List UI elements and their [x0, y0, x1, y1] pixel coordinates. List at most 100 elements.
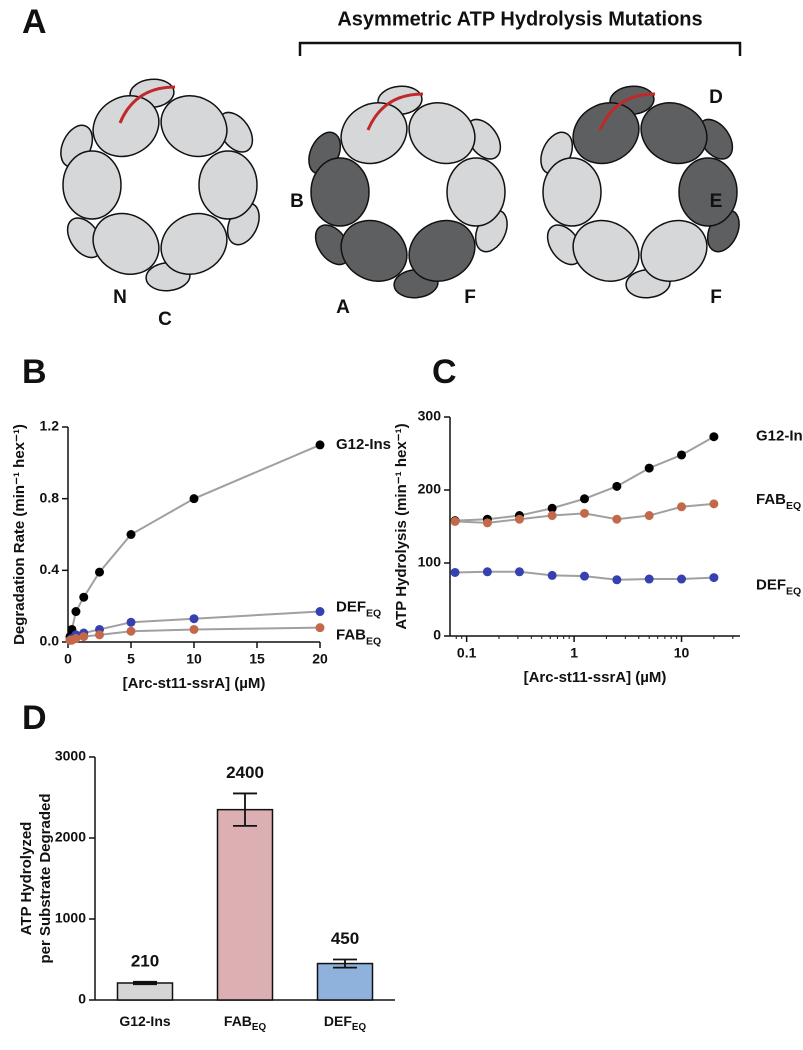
- legend-label-main: DEF: [756, 577, 786, 594]
- data-point: [315, 623, 325, 633]
- y-tick-label: 0: [433, 627, 441, 643]
- legend-label: DEFEQ: [336, 599, 381, 620]
- legend-label-main: FAB: [756, 491, 786, 508]
- y-axis-label: ATP Hydrolysis (min⁻¹ hex⁻¹): [393, 423, 410, 629]
- ring-label: F: [464, 287, 476, 308]
- y-axis-label: ATP Hydrolyzed: [18, 822, 35, 936]
- ring: [308, 85, 508, 299]
- subunit: [640, 219, 708, 282]
- data-point: [580, 571, 590, 581]
- subunit: [198, 150, 258, 220]
- x-tick-label-main: FAB: [224, 1013, 252, 1029]
- legend-label: FABEQ: [756, 491, 801, 512]
- data-point: [644, 463, 654, 473]
- data-point: [126, 530, 136, 539]
- data-point: [79, 632, 89, 642]
- ring-label: N: [113, 287, 127, 308]
- ring-label: B: [290, 191, 304, 212]
- data-point: [644, 511, 654, 521]
- data-point: [71, 607, 81, 617]
- bracket: [298, 41, 742, 56]
- data-point: [71, 633, 81, 643]
- error-bar: [133, 980, 157, 986]
- y-tick-label: 100: [418, 554, 442, 570]
- data-point: [315, 440, 325, 450]
- legend-label-subscript: EQ: [366, 607, 381, 619]
- error-bar: [233, 792, 257, 827]
- y-tick-label: 1.2: [40, 418, 60, 434]
- subunit: [542, 157, 602, 227]
- panel-label: B: [22, 353, 47, 391]
- ring-label: A: [336, 297, 350, 318]
- subunit: [572, 102, 640, 165]
- subunit: [62, 150, 122, 220]
- x-tick-label: G12-Ins: [119, 1013, 171, 1029]
- data-point: [709, 499, 719, 509]
- data-point: [547, 503, 557, 513]
- data-point: [514, 567, 524, 577]
- subunit: [160, 95, 228, 158]
- y-tick-label: 200: [418, 481, 442, 497]
- data-point: [547, 570, 557, 580]
- data-point: [612, 481, 622, 491]
- subunit: [160, 212, 228, 275]
- y-tick-label: 0: [78, 991, 86, 1007]
- subunit: [408, 102, 476, 165]
- data-point: [709, 432, 719, 442]
- fit-line: [69, 443, 321, 637]
- subunit: [92, 212, 160, 275]
- data-point: [580, 508, 590, 518]
- value-label: 450: [331, 929, 359, 948]
- data-point: [315, 607, 325, 617]
- data-point: [580, 494, 590, 504]
- x-tick-label: 15: [249, 651, 265, 667]
- x-tick-label: FABEQ: [224, 1013, 267, 1033]
- data-point: [189, 614, 199, 624]
- subunit: [310, 157, 370, 227]
- data-point: [126, 626, 136, 636]
- ring: [540, 85, 740, 299]
- panel-label: C: [432, 353, 457, 391]
- data-point: [79, 592, 89, 602]
- x-tick-label-main: DEF: [324, 1013, 352, 1029]
- subunit: [678, 157, 738, 227]
- subunit: [340, 102, 408, 165]
- data-point: [677, 574, 687, 584]
- legend-label-main: G12-Ins: [336, 436, 391, 453]
- data-point: [482, 567, 492, 577]
- y-tick-label: 1000: [55, 910, 86, 926]
- data-point: [514, 514, 524, 524]
- legend-label: FABEQ: [336, 627, 381, 648]
- data-point: [644, 574, 654, 584]
- x-tick-label: 5: [127, 651, 135, 667]
- legend-label-subscript: EQ: [366, 635, 381, 647]
- subunit: [408, 219, 476, 282]
- x-tick-label: 0: [64, 651, 72, 667]
- panel-label: D: [22, 699, 47, 737]
- data-point: [450, 567, 460, 577]
- data-point: [126, 617, 136, 627]
- data-point: [612, 514, 622, 524]
- x-axis-label: [Arc-st11-ssrA] (µM): [123, 675, 266, 692]
- subunit: [340, 219, 408, 282]
- y-tick-label: 0.4: [40, 561, 60, 577]
- x-axis-label: [Arc-st11-ssrA] (µM): [524, 669, 667, 686]
- subunit: [572, 219, 640, 282]
- bar: [116, 982, 174, 1001]
- y-tick-label: 300: [418, 408, 442, 424]
- data-point: [677, 502, 687, 512]
- y-tick-label: 3000: [55, 748, 86, 764]
- ring: [60, 78, 260, 292]
- data-point: [709, 573, 719, 583]
- legend-label-subscript: EQ: [786, 585, 801, 597]
- bar: [316, 962, 374, 1001]
- data-point: [482, 518, 492, 528]
- legend-label: DEFEQ: [756, 577, 801, 598]
- ring-label: F: [710, 287, 722, 308]
- data-point: [189, 624, 199, 634]
- y-tick-label: 0.8: [40, 489, 60, 505]
- subunit: [92, 95, 160, 158]
- value-label: 210: [131, 951, 159, 970]
- x-tick-label: 20: [312, 651, 328, 667]
- y-axis-label: Degradation Rate (min⁻¹ hex⁻¹): [11, 424, 28, 645]
